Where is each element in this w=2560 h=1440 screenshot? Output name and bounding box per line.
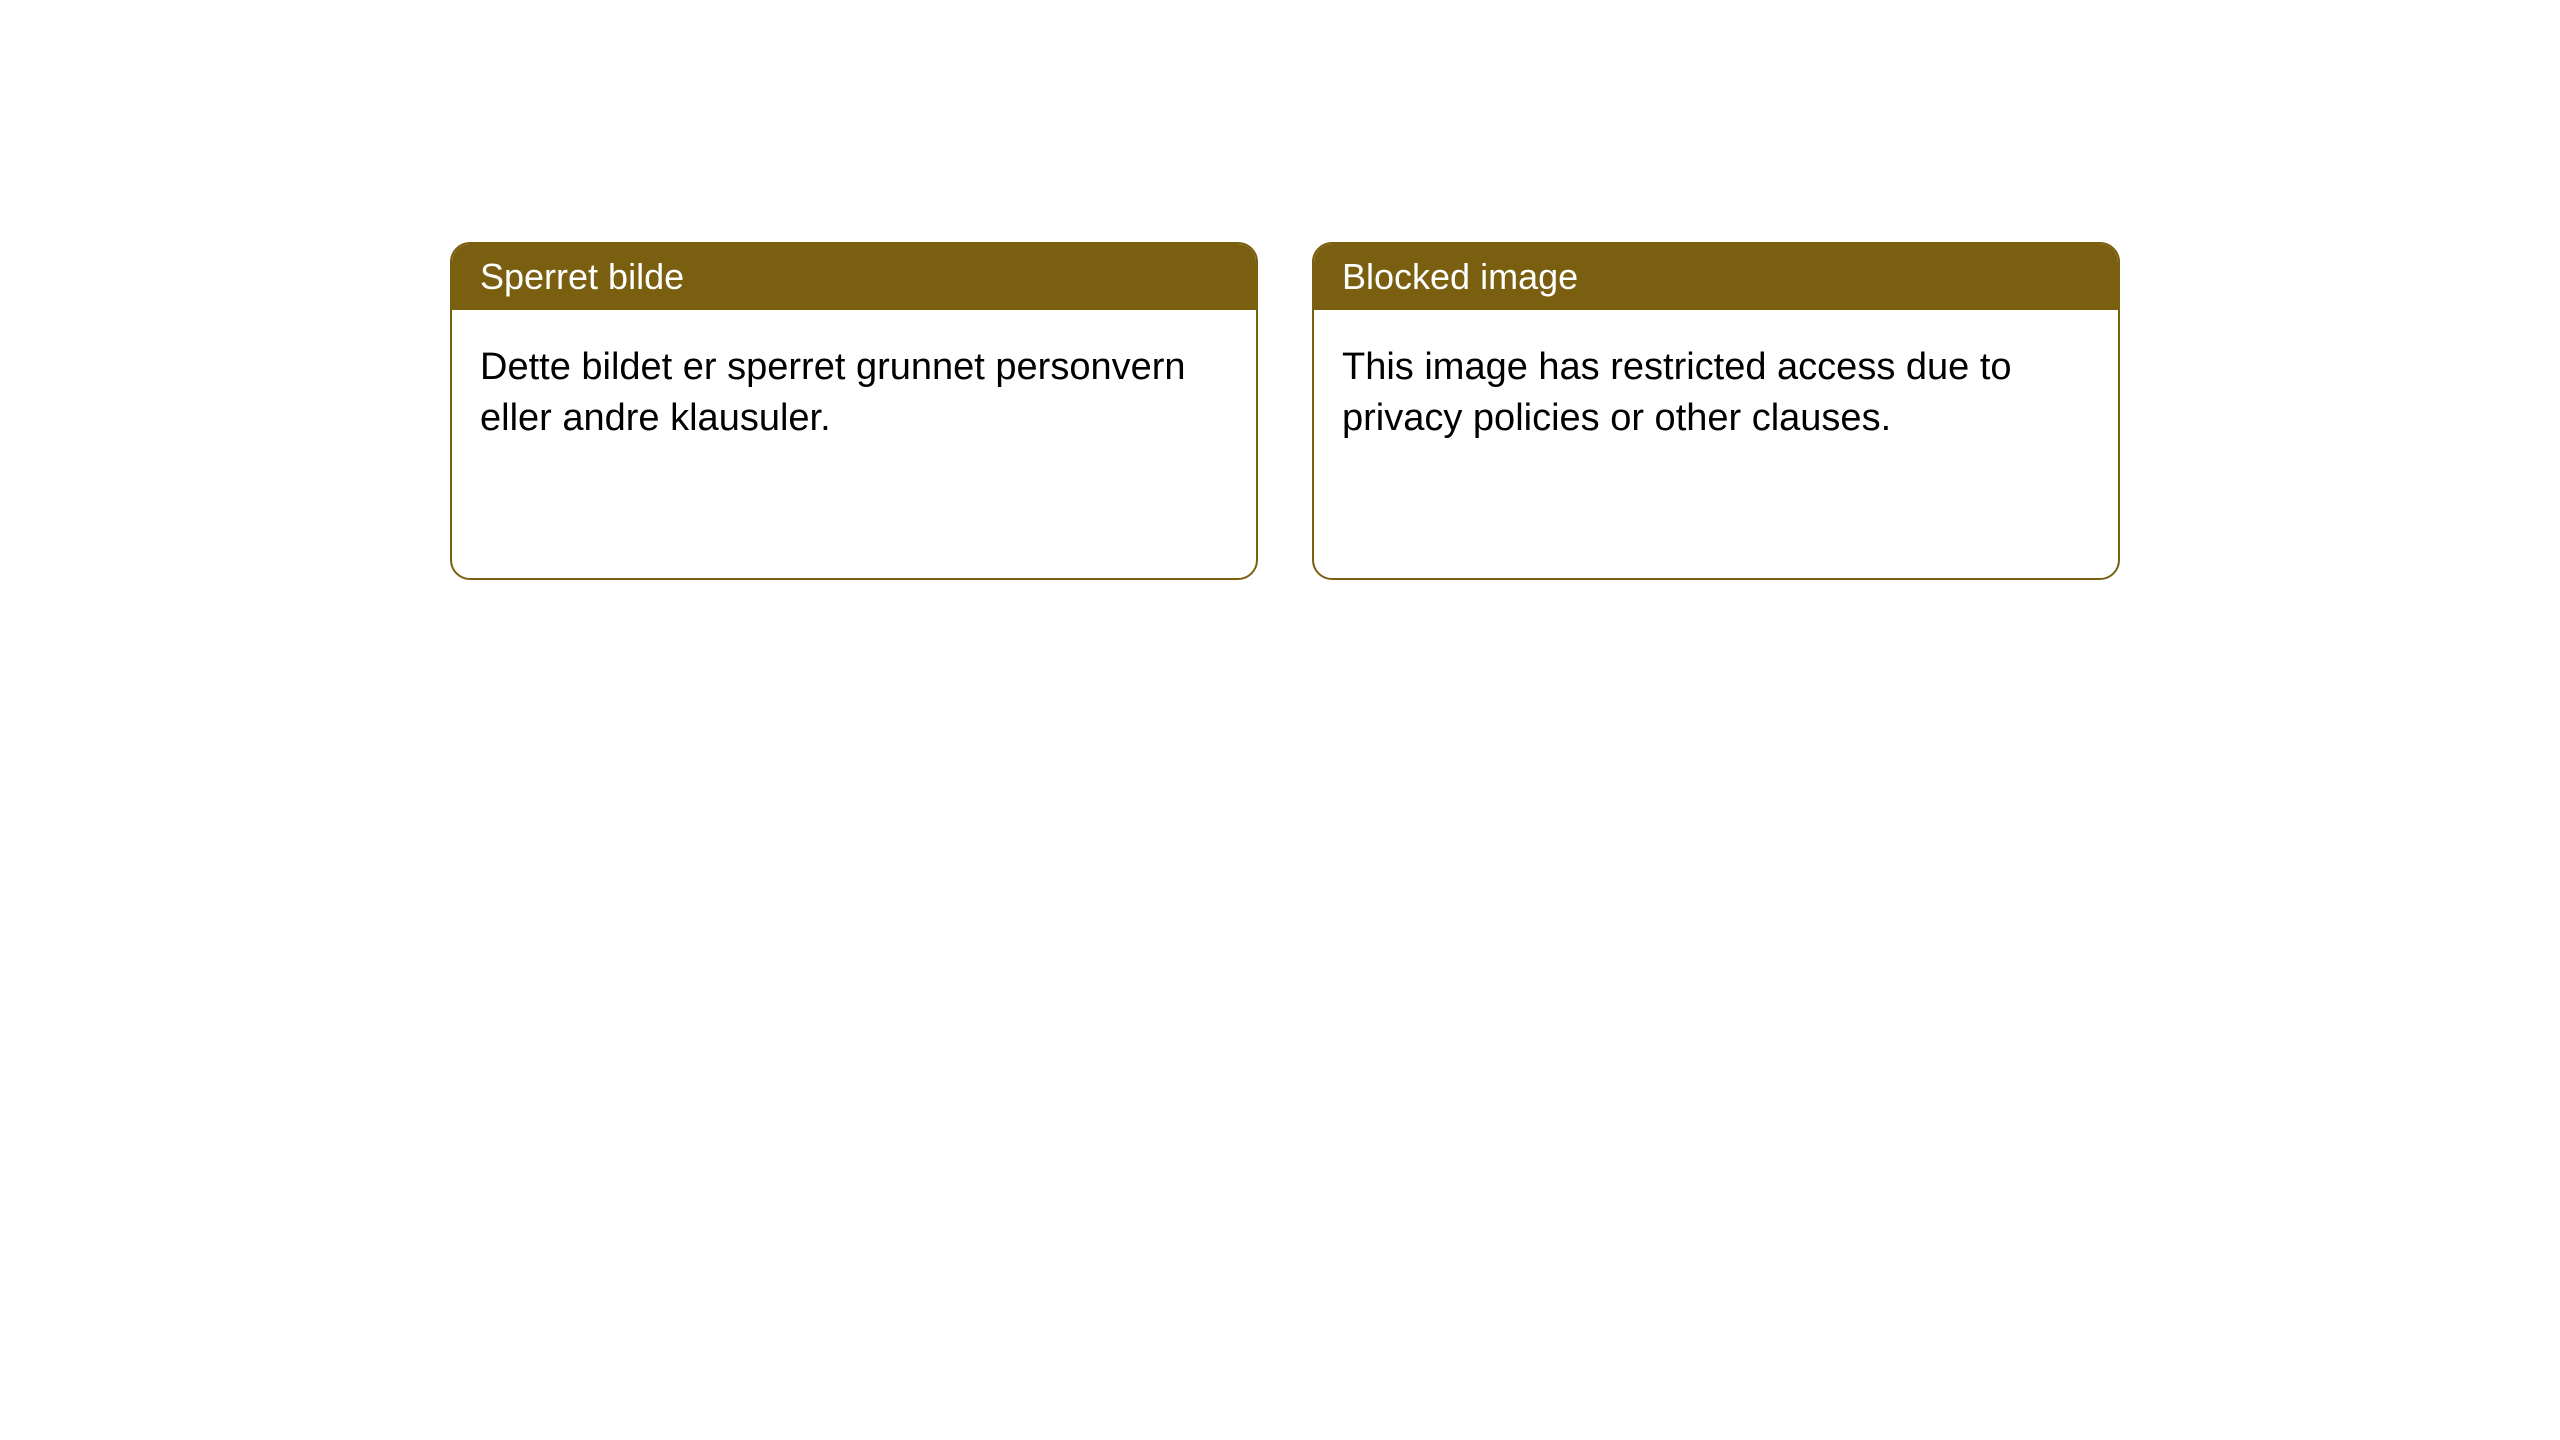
card-body-text: Dette bildet er sperret grunnet personve…: [480, 346, 1186, 439]
notice-card-norwegian: Sperret bilde Dette bildet er sperret gr…: [450, 242, 1258, 580]
card-body-text: This image has restricted access due to …: [1342, 346, 2012, 439]
card-header: Sperret bilde: [452, 244, 1256, 310]
card-body: Dette bildet er sperret grunnet personve…: [452, 310, 1256, 477]
card-title: Sperret bilde: [480, 256, 684, 297]
card-body: This image has restricted access due to …: [1314, 310, 2118, 477]
notice-card-container: Sperret bilde Dette bildet er sperret gr…: [450, 242, 2120, 580]
notice-card-english: Blocked image This image has restricted …: [1312, 242, 2120, 580]
card-title: Blocked image: [1342, 256, 1578, 297]
card-header: Blocked image: [1314, 244, 2118, 310]
